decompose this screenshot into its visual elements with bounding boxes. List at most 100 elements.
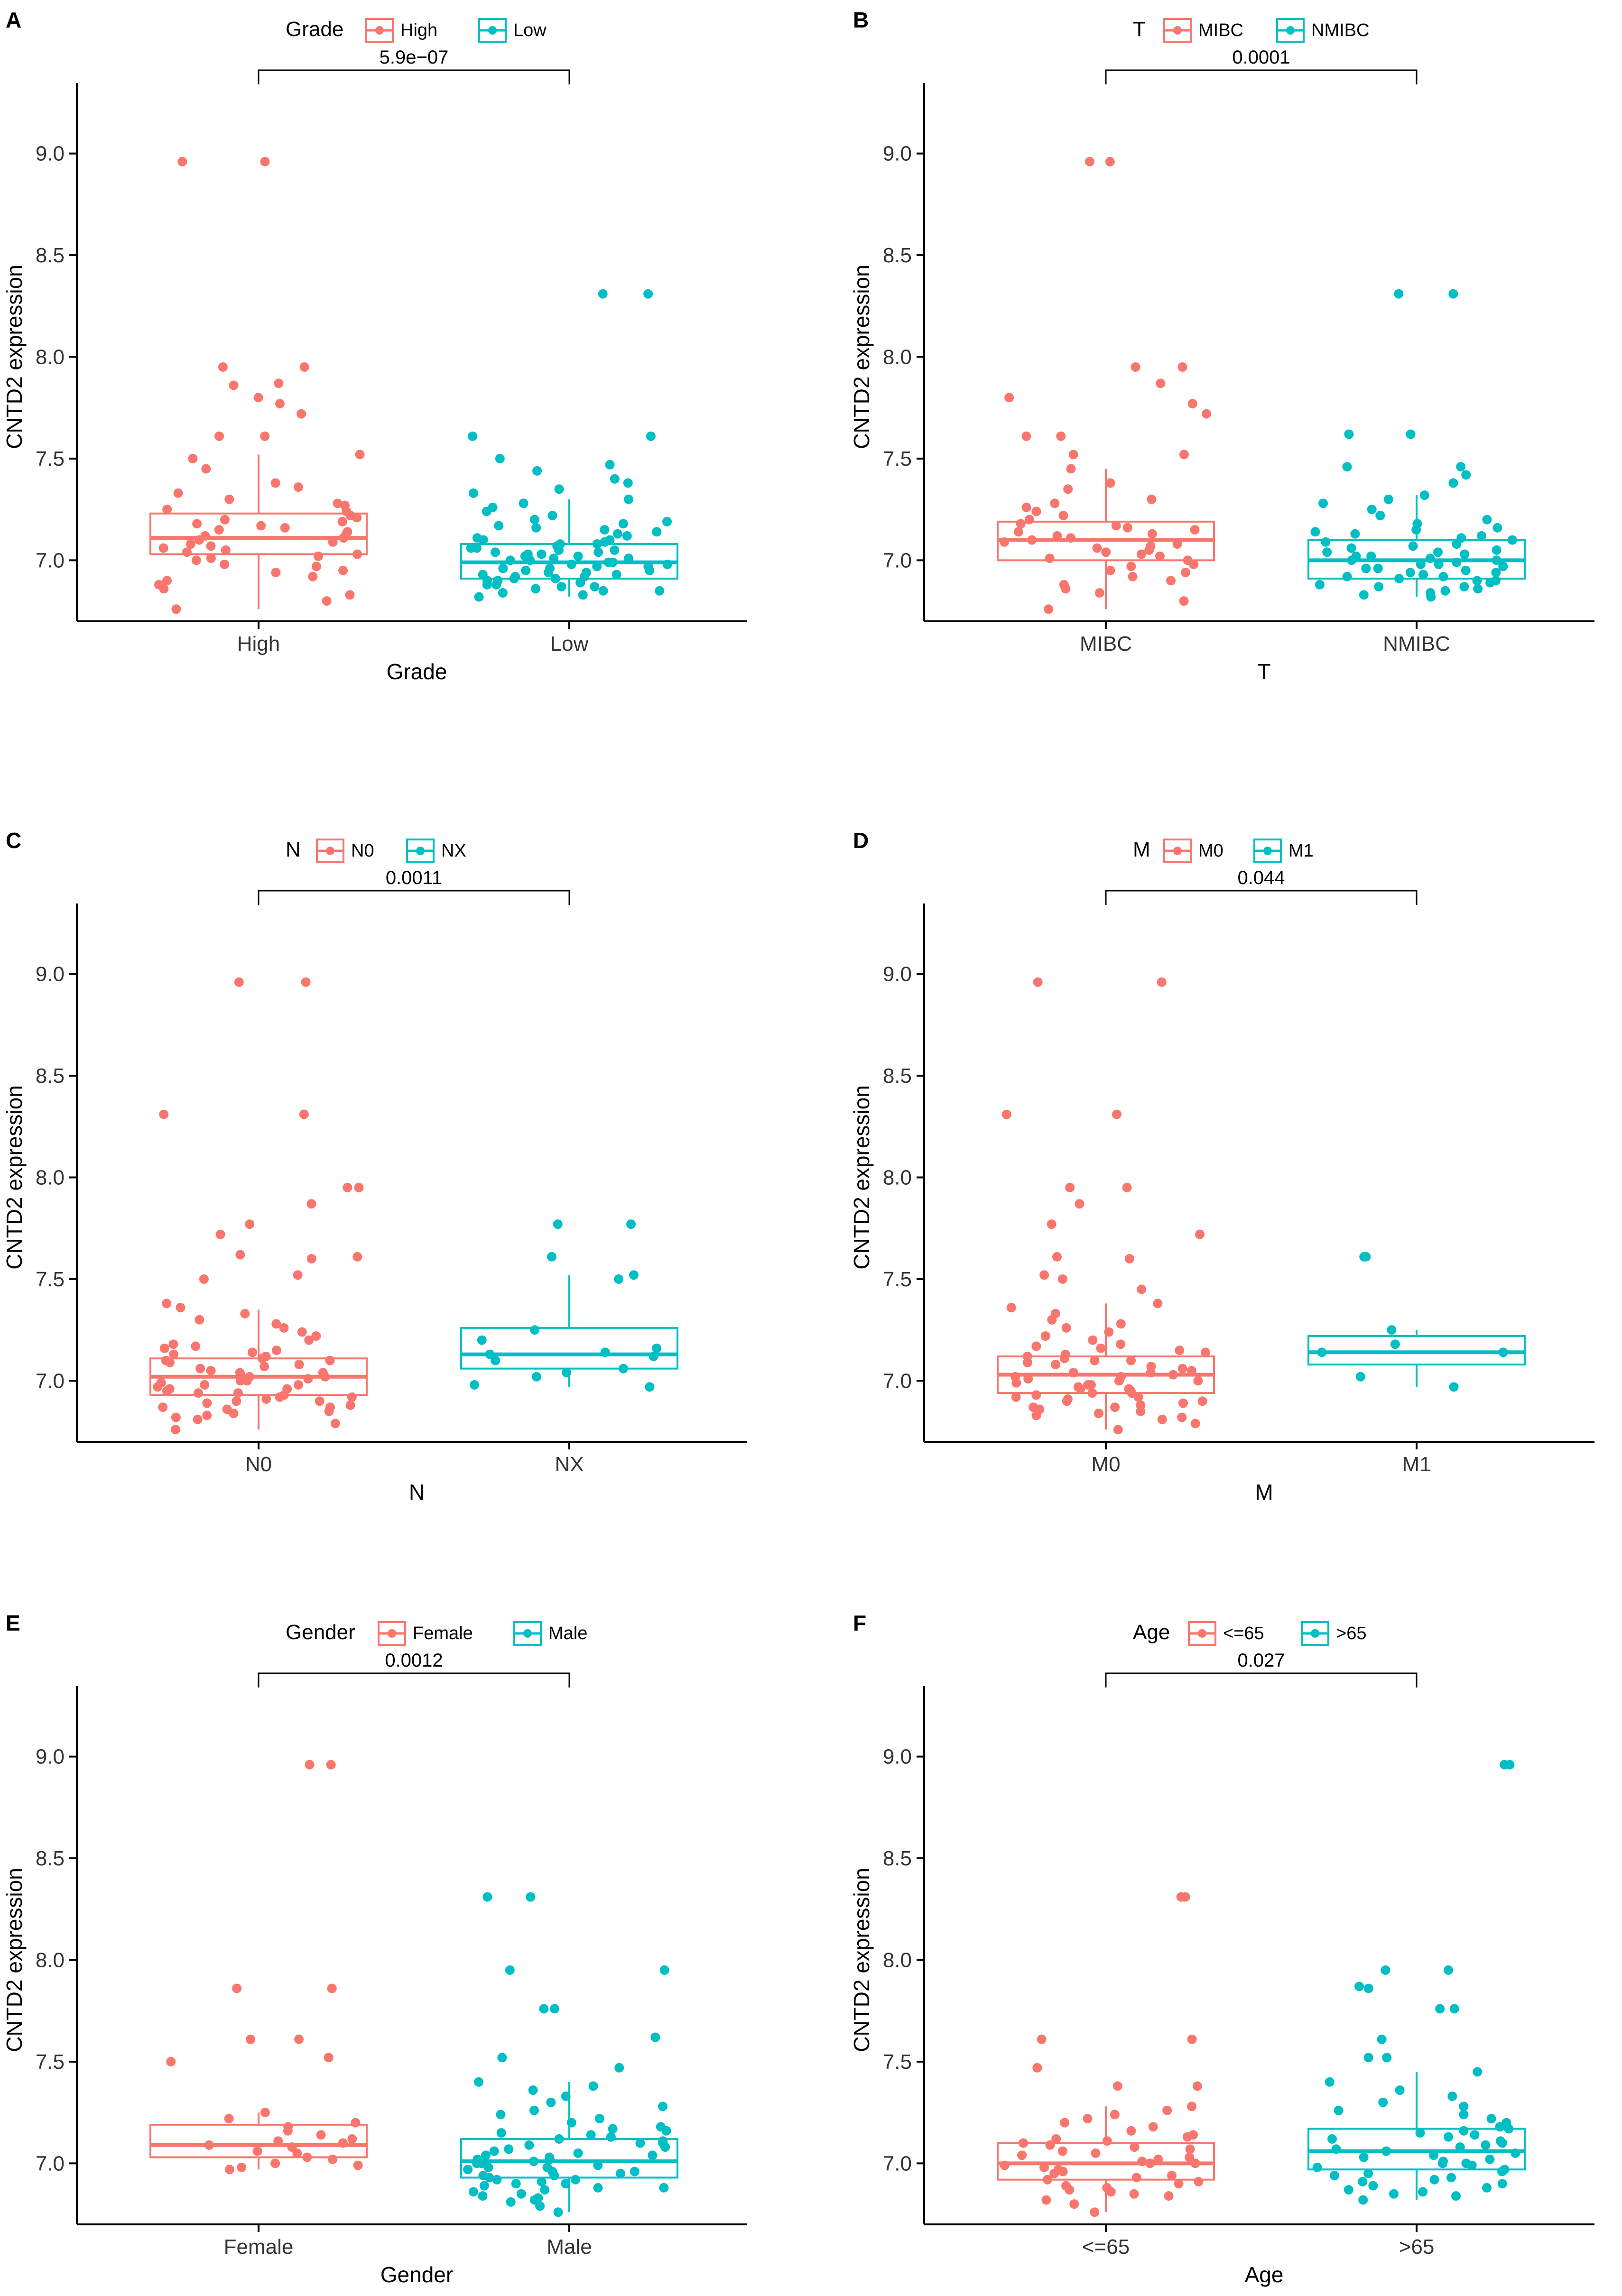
- data-point: [598, 586, 608, 596]
- data-point: [1418, 570, 1428, 580]
- data-point: [1105, 478, 1115, 488]
- data-point: [530, 1325, 540, 1335]
- p-value-label: 0.027: [1237, 1650, 1285, 1671]
- data-point: [521, 565, 531, 575]
- data-point: [328, 537, 338, 547]
- data-point: [624, 494, 633, 504]
- data-point: [1325, 2077, 1335, 2087]
- data-point: [537, 2176, 547, 2186]
- data-point: [623, 478, 633, 488]
- data-point: [1019, 2138, 1029, 2148]
- data-point: [1091, 2148, 1101, 2158]
- data-point: [1044, 604, 1054, 614]
- data-point: [1000, 537, 1010, 547]
- data-point: [1128, 572, 1138, 581]
- data-point: [1039, 2162, 1049, 2172]
- data-point: [345, 1400, 355, 1410]
- data-point: [245, 1219, 255, 1229]
- data-point: [1444, 2132, 1453, 2142]
- legend-key-2: [513, 1621, 542, 1646]
- data-point: [224, 2114, 234, 2123]
- data-point: [1317, 1347, 1327, 1357]
- data-point: [1511, 2148, 1520, 2158]
- data-point: [1004, 393, 1014, 403]
- data-point: [600, 525, 610, 535]
- legend-point: [1263, 847, 1272, 855]
- data-point: [1061, 1323, 1071, 1333]
- data-point: [1031, 1390, 1041, 1400]
- data-point: [482, 1892, 492, 1902]
- legend-title: Grade: [286, 18, 343, 41]
- data-point: [561, 2179, 571, 2189]
- data-point: [1092, 543, 1102, 553]
- data-point: [165, 1384, 175, 1394]
- y-tick-label: 8.0: [883, 346, 912, 369]
- data-point: [1021, 431, 1031, 441]
- data-point: [571, 2175, 580, 2185]
- y-tick-label: 8.0: [883, 1949, 912, 1972]
- data-point: [614, 1274, 623, 1284]
- data-point: [260, 431, 270, 441]
- legend-label: NMIBC: [1311, 20, 1369, 40]
- y-axis-label: CNTD2 expression: [2, 1868, 27, 2052]
- data-point: [327, 1983, 337, 1993]
- data-point: [1172, 539, 1182, 549]
- data-point: [1201, 1347, 1211, 1357]
- data-point: [166, 2056, 176, 2066]
- data-point: [1177, 1412, 1187, 1422]
- legend: Grade High Low: [286, 18, 547, 43]
- data-point: [343, 527, 352, 537]
- data-point: [215, 1229, 225, 1239]
- x-tick-label: M1: [1402, 1453, 1431, 1476]
- data-point: [643, 562, 653, 572]
- data-point: [1429, 2175, 1439, 2185]
- data-point: [662, 559, 672, 569]
- data-point: [1322, 547, 1332, 557]
- y-tick-label: 9.0: [883, 963, 912, 986]
- data-point: [1451, 2191, 1461, 2201]
- data-point: [582, 568, 591, 578]
- y-tick-label: 8.5: [36, 1847, 65, 1870]
- data-point: [593, 2183, 603, 2193]
- data-point: [1075, 1199, 1084, 1209]
- data-point: [562, 1368, 572, 1378]
- data-point: [603, 557, 613, 567]
- data-point: [497, 2053, 507, 2063]
- data-point: [1425, 553, 1435, 563]
- panel-label: F: [853, 1611, 866, 1635]
- data-point: [553, 2207, 563, 2217]
- data-point: [297, 1327, 307, 1337]
- data-point: [161, 1355, 171, 1365]
- data-point: [624, 553, 633, 563]
- data-point: [505, 555, 515, 565]
- data-point: [1355, 1372, 1365, 1382]
- data-point: [1124, 1254, 1134, 1263]
- legend: N N0 NX: [286, 838, 466, 863]
- legend: Age <=65 >65: [1133, 1621, 1366, 1646]
- data-point: [1185, 2152, 1195, 2162]
- data-point: [1188, 2130, 1198, 2140]
- data-point: [271, 568, 281, 578]
- legend-label: M0: [1198, 841, 1223, 861]
- data-point: [1197, 1396, 1207, 1406]
- data-point: [182, 547, 192, 557]
- box-1: [149, 1760, 368, 2175]
- x-tick-label: >65: [1399, 2235, 1435, 2259]
- x-axis-label: Gender: [380, 2262, 453, 2287]
- data-point: [1366, 551, 1376, 561]
- data-point: [550, 573, 560, 583]
- data-point: [186, 539, 195, 549]
- data-point: [593, 547, 603, 557]
- data-point: [1368, 2181, 1378, 2191]
- data-point: [1394, 289, 1404, 299]
- data-point: [191, 1341, 201, 1351]
- data-point: [491, 1355, 501, 1365]
- data-point: [1190, 525, 1200, 535]
- data-point: [1105, 157, 1115, 166]
- data-point: [1058, 511, 1068, 520]
- data-point: [1021, 502, 1031, 512]
- data-point: [485, 1349, 495, 1359]
- x-tick-label: NX: [555, 1453, 584, 1476]
- data-point: [1083, 1380, 1093, 1390]
- data-point: [173, 488, 183, 498]
